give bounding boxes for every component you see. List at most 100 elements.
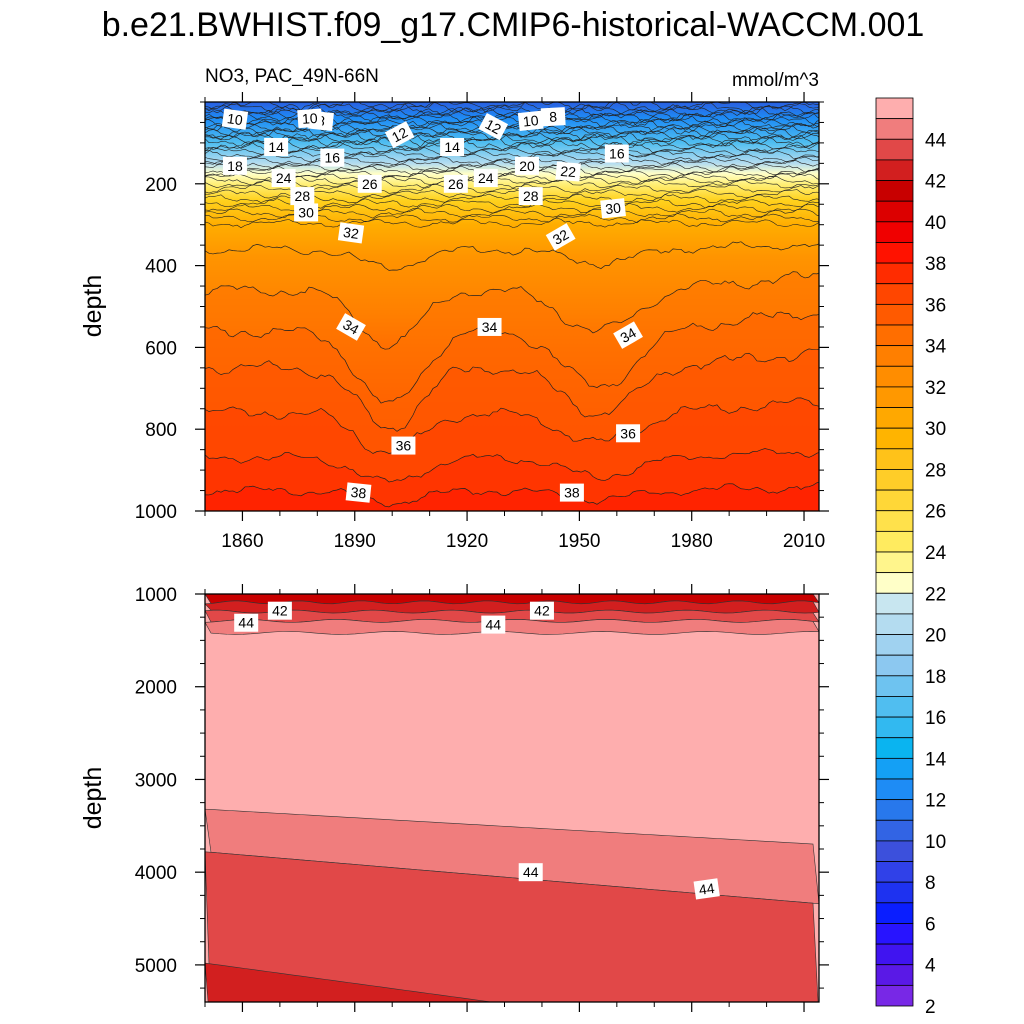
units-label: mmol/m^3 <box>732 70 819 91</box>
contour-band <box>205 851 819 1002</box>
contour-label: 24 <box>473 169 498 188</box>
contour-label-text: 10 <box>226 110 244 128</box>
contour-label: 26 <box>443 174 468 193</box>
contour-line <box>205 397 819 454</box>
colorbar-label: 10 <box>925 832 946 853</box>
colorbar-box <box>875 861 914 883</box>
contour-label-text: 44 <box>238 615 254 631</box>
contour-label-text: 24 <box>478 170 494 186</box>
contour-label-text: 34 <box>340 316 362 338</box>
upper-ylabel: depth <box>79 275 107 338</box>
colorbar-box <box>875 902 914 924</box>
contour-label-box <box>540 107 566 127</box>
colorbar-box <box>875 923 914 945</box>
contour-label: 16 <box>320 148 345 167</box>
lower-ylabel: depth <box>79 767 107 830</box>
contour-label-box <box>514 156 539 175</box>
contour-label-box <box>357 174 382 193</box>
contour-line <box>205 132 819 147</box>
contour-label-box <box>555 161 581 182</box>
colorbar-box <box>875 303 914 326</box>
contour-label-text: 8 <box>549 109 558 125</box>
contour-label-text: 14 <box>444 139 460 155</box>
colorbar-box <box>875 675 914 697</box>
colorbar-box <box>875 180 914 202</box>
contour-label: 44 <box>481 615 506 634</box>
colorbar-box <box>875 324 914 347</box>
colorbar-label: 18 <box>925 667 946 688</box>
colorbar-label: 26 <box>925 502 946 523</box>
contour-label-text: 42 <box>272 603 288 619</box>
contour-line <box>205 146 819 157</box>
contour-label-box <box>604 144 629 163</box>
contour-band <box>205 619 819 635</box>
contour-label-box <box>290 187 315 206</box>
y-tick-label: 1000 <box>135 502 177 523</box>
colorbar-label: 12 <box>925 791 946 812</box>
contour-line <box>205 125 819 139</box>
colorbar-box <box>875 221 914 243</box>
contour-label-text: 44 <box>698 880 716 898</box>
colorbar-box <box>875 469 914 491</box>
contour-label-box <box>267 601 292 620</box>
contour-label-box <box>320 148 345 167</box>
colorbar-box <box>875 634 914 656</box>
contour-label: 22 <box>555 161 581 182</box>
colorbar-box <box>875 283 914 305</box>
colorbar-box <box>875 97 914 120</box>
contour-label-text: 16 <box>609 146 625 162</box>
colorbar-label: 6 <box>925 914 936 935</box>
contour-label: 44 <box>518 863 543 882</box>
colorbar-box <box>875 448 914 470</box>
colorbar-box <box>875 386 914 408</box>
contour-label: 34 <box>336 313 366 341</box>
contour-label: 24 <box>271 169 296 188</box>
contour-label-text: 24 <box>276 170 292 186</box>
contour-label: 44 <box>234 613 259 632</box>
colorbar-label: 40 <box>925 213 946 234</box>
contour-label-text: 34 <box>482 319 498 335</box>
colorbar-label: 36 <box>925 295 946 316</box>
contour-label-box <box>443 174 468 193</box>
contour-label-text: 28 <box>523 188 539 204</box>
contour-label-box <box>391 436 416 455</box>
colorbar-label: 28 <box>925 460 946 481</box>
contour-label: 12 <box>478 112 509 141</box>
contour-label: 10 <box>221 108 249 130</box>
contour-label: 34 <box>477 317 502 336</box>
colorbar-label: 32 <box>925 378 946 399</box>
contour-label: 34 <box>613 321 643 349</box>
contour-label-box <box>271 169 296 188</box>
figure-title: b.e21.BWHIST.f09_g17.CMIP6-historical-WA… <box>102 6 925 44</box>
colorbar-label: 34 <box>925 337 947 358</box>
colorbar-box <box>875 159 914 181</box>
contour-label: 42 <box>267 601 292 620</box>
contour-label-text: 12 <box>389 124 410 146</box>
colorbar-box <box>875 716 914 739</box>
contour-label: 36 <box>616 424 641 443</box>
contour-label-text: 30 <box>298 204 314 220</box>
contour-label: 44 <box>693 878 720 900</box>
colorbar: 4442403836343230282624222018161412108642… <box>875 97 947 1018</box>
contour-label-box <box>440 137 465 156</box>
y-tick-label: 1000 <box>135 585 177 606</box>
contour-line <box>205 217 819 229</box>
contour-label: 30 <box>294 203 319 222</box>
colorbar-label: 4 <box>925 956 936 977</box>
contour-line <box>205 137 819 152</box>
colorbar-label: 24 <box>925 543 947 564</box>
y-tick-label: 2000 <box>135 678 177 699</box>
contour-label-text: 10 <box>522 112 539 130</box>
colorbar-box <box>875 551 914 574</box>
contour-label: 36 <box>391 436 416 455</box>
colorbar-label: 16 <box>925 708 946 729</box>
y-tick-label: 800 <box>145 420 177 441</box>
colorbar-box <box>875 696 914 718</box>
colorbar-box <box>875 572 914 594</box>
contour-label: 8 <box>540 107 566 127</box>
colorbar-label: 30 <box>925 419 946 440</box>
contour-label-box <box>518 187 543 206</box>
colorbar-label: 2 <box>925 997 936 1018</box>
colorbar-box <box>875 964 914 986</box>
contour-label-box <box>297 108 323 129</box>
